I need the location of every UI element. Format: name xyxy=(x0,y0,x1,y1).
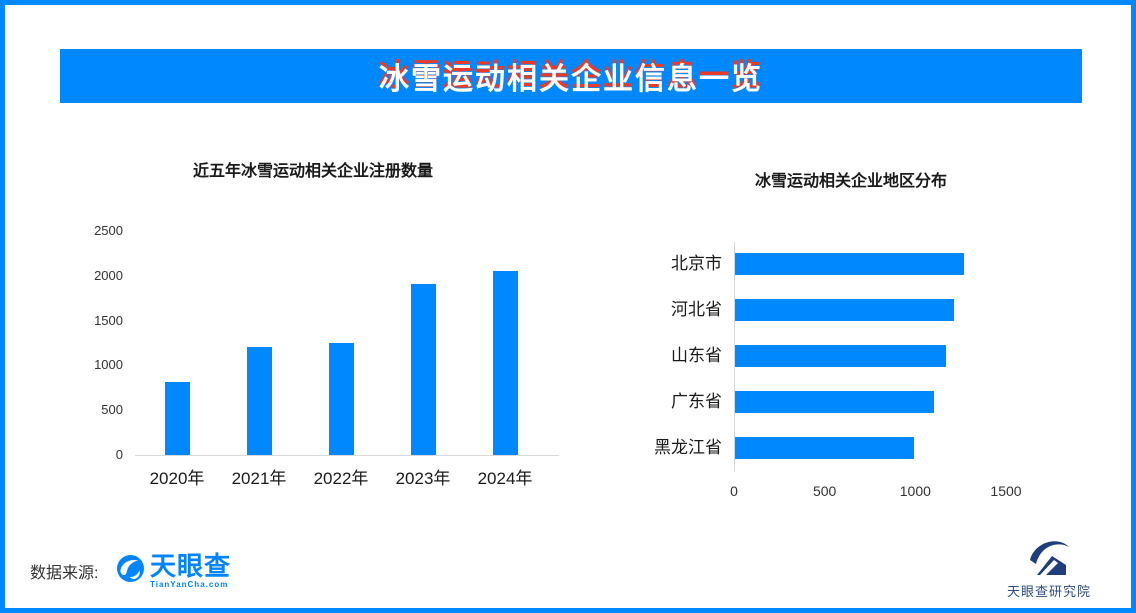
title-banner: 冰雪运动相关企业信息一览 xyxy=(60,49,1082,103)
y-axis-tick-label: 1000 xyxy=(94,357,123,373)
tianyancha-logo-text: 天眼查 TianYanCha.com xyxy=(150,553,231,589)
x-axis-tick-label: 1000 xyxy=(899,483,931,499)
research-institute-logo-icon xyxy=(1030,541,1069,575)
bar-北京市 xyxy=(735,253,965,275)
bar-河北省 xyxy=(735,299,954,321)
y-axis-tick-label: 0 xyxy=(115,447,123,462)
y-axis-tick-label: 1500 xyxy=(94,312,123,328)
bar-广东省 xyxy=(735,391,934,413)
bar-山东省 xyxy=(735,345,947,367)
y-axis-tick-label: 2500 xyxy=(94,223,123,238)
bar-2021年 xyxy=(246,346,272,455)
left-chart-x-axis-line xyxy=(135,455,559,456)
tianyancha-logo-icon xyxy=(117,555,144,582)
tianyancha-logo-name: 天眼查 xyxy=(150,551,232,581)
bar-2020年 xyxy=(164,381,190,455)
x-axis-category-label: 2021年 xyxy=(231,469,287,488)
x-axis-category-label: 2023年 xyxy=(395,469,451,488)
y-axis-tick-label: 2000 xyxy=(94,267,123,283)
bar-2024年 xyxy=(492,270,518,455)
x-axis-category-label: 2024年 xyxy=(477,469,533,488)
right-chart-y-axis-line xyxy=(734,242,735,472)
y-axis-category-label: 北京市 xyxy=(671,254,722,273)
research-institute-logo: 天眼查研究院 xyxy=(999,538,1099,600)
y-axis-tick-label: 500 xyxy=(101,402,123,418)
y-axis-category-label: 广东省 xyxy=(671,392,722,411)
tianyancha-logo-url: TianYanCha.com xyxy=(150,580,229,589)
page-title: 冰雪运动相关企业信息一览 xyxy=(379,63,763,96)
x-axis-tick-label: 1500 xyxy=(990,483,1022,499)
x-axis-category-label: 2022年 xyxy=(313,469,369,488)
x-axis-tick-label: 0 xyxy=(730,483,738,499)
regions-chart-title: 冰雪运动相关企业地区分布 xyxy=(754,173,947,190)
research-institute-logo-name: 天眼查研究院 xyxy=(1006,584,1091,599)
y-axis-category-label: 河北省 xyxy=(671,300,722,319)
y-axis-category-label: 黑龙江省 xyxy=(654,438,722,457)
tianyancha-logo: 天眼查 TianYanCha.com xyxy=(117,553,231,589)
data-source-label: 数据来源: xyxy=(30,565,99,582)
bar-2022年 xyxy=(328,343,354,455)
bar-2023年 xyxy=(410,283,436,455)
x-axis-category-label: 2020年 xyxy=(149,469,205,488)
registrations-chart-title: 近五年冰雪运动相关企业注册数量 xyxy=(192,163,433,180)
bar-黑龙江省 xyxy=(735,437,914,459)
y-axis-category-label: 山东省 xyxy=(671,346,722,365)
x-axis-tick-label: 500 xyxy=(812,483,837,499)
